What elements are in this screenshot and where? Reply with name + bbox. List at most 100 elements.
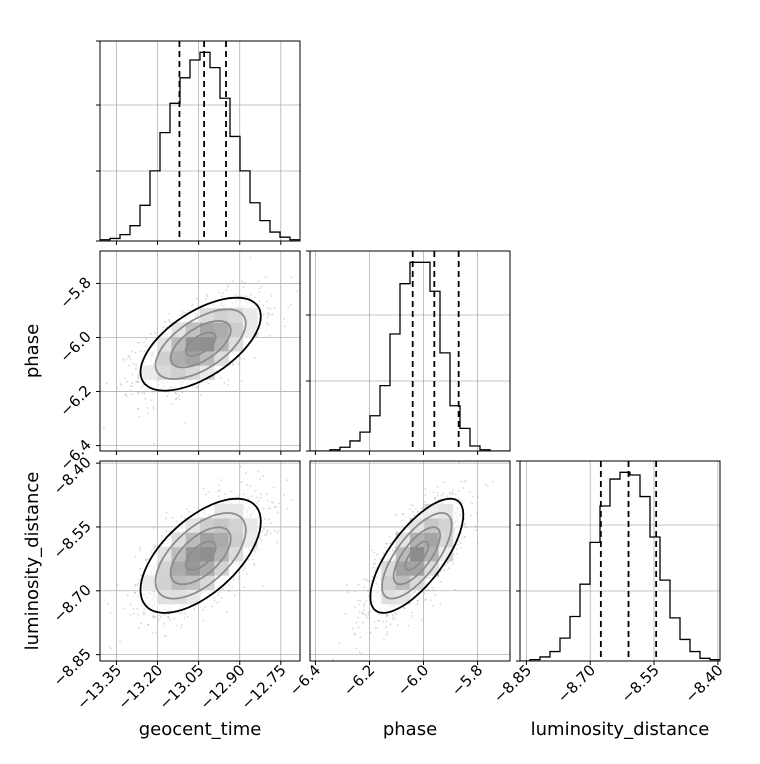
scatter-point: [136, 381, 139, 384]
scatter-point: [268, 518, 271, 521]
scatter-point: [448, 492, 451, 494]
scatter-point: [147, 558, 149, 560]
grid: [100, 41, 300, 241]
scatter-point: [154, 545, 157, 548]
scatter-point: [105, 382, 108, 385]
panel-luminosity_distance-vs-luminosity_distance: [516, 460, 721, 665]
scatter-point: [143, 613, 145, 616]
scatter-point: [454, 493, 457, 496]
scatter-point: [290, 304, 292, 306]
scatter-point: [392, 618, 394, 621]
scatter-point: [213, 596, 216, 599]
scatter-point: [416, 600, 419, 602]
scatter-point: [152, 548, 155, 550]
y-axis-title-luminosity_distance: luminosity_distance: [22, 472, 43, 651]
scatter-point: [354, 633, 357, 636]
scatter-point: [367, 614, 370, 616]
scatter-point: [358, 611, 361, 614]
scatter-point: [355, 621, 358, 624]
scatter-point: [168, 313, 171, 315]
scatter-point: [347, 591, 349, 593]
scatter-point: [432, 491, 435, 493]
scatter-point: [365, 579, 368, 582]
scatter-point: [248, 297, 251, 299]
scatter-point: [234, 293, 237, 296]
scatter-point: [378, 620, 381, 622]
scatter-point: [402, 607, 405, 609]
scatter-point: [403, 607, 406, 610]
scatter-point: [459, 546, 462, 549]
scatter-point: [465, 526, 467, 529]
scatter-point: [196, 297, 198, 300]
scatter-point: [395, 613, 398, 616]
scatter-point: [374, 569, 377, 572]
scatter-point: [367, 590, 370, 592]
scatter-point: [443, 481, 446, 484]
scatter-point: [286, 479, 288, 481]
scatter-point: [446, 495, 449, 498]
scatter-point: [139, 547, 141, 549]
scatter-point: [254, 357, 256, 359]
scatter-point: [486, 485, 489, 487]
x-tick-label: −12.75: [238, 661, 290, 713]
scatter-point: [384, 542, 387, 545]
scatter-point: [131, 373, 134, 376]
scatter-point: [153, 390, 156, 393]
scatter-point: [369, 610, 371, 612]
scatter-point: [224, 493, 227, 496]
scatter-point: [385, 615, 388, 618]
scatter-point: [249, 485, 252, 488]
scatter-point: [260, 538, 262, 541]
scatter-point: [131, 385, 134, 387]
scatter-point: [365, 616, 368, 619]
scatter-point: [440, 580, 442, 583]
scatter-point: [395, 513, 397, 516]
scatter-point: [262, 313, 265, 316]
scatter-point: [137, 377, 140, 379]
scatter-point: [463, 524, 466, 526]
scatter-point: [386, 631, 389, 633]
scatter-point: [370, 549, 373, 551]
y-tick-label: −5.8: [56, 274, 94, 312]
scatter-point: [134, 591, 136, 594]
scatter-point: [169, 619, 172, 621]
scatter-point: [364, 614, 367, 616]
scatter-point: [227, 590, 230, 593]
scatter-point: [394, 617, 397, 620]
scatter-point: [160, 535, 163, 537]
scatter-point: [353, 632, 356, 635]
scatter-point: [412, 510, 414, 513]
scatter-point: [262, 475, 265, 478]
scatter-point: [351, 627, 354, 630]
scatter-point: [283, 325, 286, 328]
scatter-point: [184, 311, 187, 314]
scatter-point: [204, 297, 207, 300]
scatter-point: [133, 612, 136, 615]
scatter-point: [368, 594, 370, 597]
scatter-point: [127, 355, 130, 358]
scatter-point: [290, 276, 292, 279]
scatter-point: [443, 569, 446, 572]
scatter-point: [175, 397, 178, 400]
scatter-point: [119, 383, 122, 385]
scatter-point: [266, 499, 269, 502]
scatter-point: [423, 501, 426, 503]
scatter-point: [258, 300, 261, 302]
scatter-point: [358, 651, 361, 654]
scatter-point: [248, 498, 250, 500]
x-axis-title-phase: phase: [383, 719, 437, 740]
scatter-point: [144, 345, 147, 347]
scatter-point: [354, 606, 356, 608]
scatter-point: [267, 323, 270, 326]
scatter-point: [261, 530, 264, 533]
scatter-point: [372, 563, 375, 565]
scatter-point: [269, 308, 272, 310]
scatter-point: [410, 615, 413, 617]
scatter-point: [154, 631, 157, 634]
scatter-point: [103, 427, 105, 430]
scatter-point: [355, 647, 358, 650]
scatter-point: [361, 612, 364, 615]
scatter-point: [107, 602, 109, 605]
scatter-point: [267, 529, 269, 532]
